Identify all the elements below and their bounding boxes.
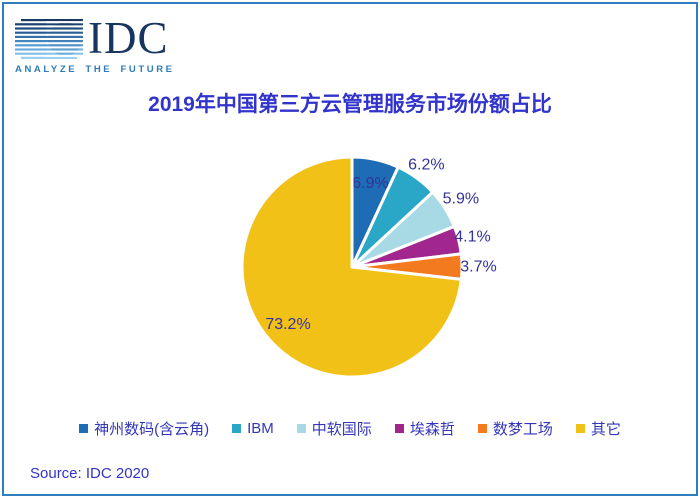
pie-chart: 6.9% 6.2% 5.9% 4.1% 3.7% 73.2% [240,155,497,379]
legend-swatch-icon [575,424,585,433]
legend-swatch-icon [394,424,404,433]
pie-slice-label-3: 4.1% [454,229,490,246]
legend-swatch-icon [232,424,242,433]
chart-legend: 神州数码(含云角) IBM 中软国际 埃森哲 数梦工场 其它 [4,418,696,439]
legend-label: 中软国际 [311,421,372,438]
legend-label: 数梦工场 [492,421,553,438]
legend-label: IBM [247,420,274,437]
legend-item-0: 神州数码(含云角) [79,418,209,439]
legend-label: 其它 [590,421,621,438]
legend-item-2: 中软国际 [296,418,372,439]
idc-logo-wordmark: IDC [88,13,169,63]
legend-swatch-icon [477,424,487,433]
idc-logo: IDC ANALYZE THE FUTURE [15,16,175,75]
legend-item-1: IBM [232,420,274,437]
pie-slice-5 [240,155,463,379]
idc-logo-tagline: ANALYZE THE FUTURE [15,64,175,75]
legend-item-4: 数梦工场 [477,418,553,439]
idc-globe-icon [15,18,83,59]
source-note: Source: IDC 2020 [30,465,150,482]
legend-swatch-icon [296,424,306,433]
pie-slice-label-1: 6.2% [408,157,444,174]
pie-slice-label-4: 3.7% [460,259,496,276]
legend-item-3: 埃森哲 [394,418,455,439]
legend-item-5: 其它 [575,418,621,439]
legend-swatch-icon [79,424,89,433]
pie-slice-label-2: 5.9% [443,190,479,207]
legend-label: 神州数码(含云角) [94,421,210,438]
pie-slice-label-0: 6.9% [352,175,388,192]
chart-title: 2019年中国第三方云管理服务市场份额占比 [148,93,552,116]
legend-label: 埃森哲 [409,421,455,438]
pie-slice-label-5: 73.2% [265,316,310,333]
